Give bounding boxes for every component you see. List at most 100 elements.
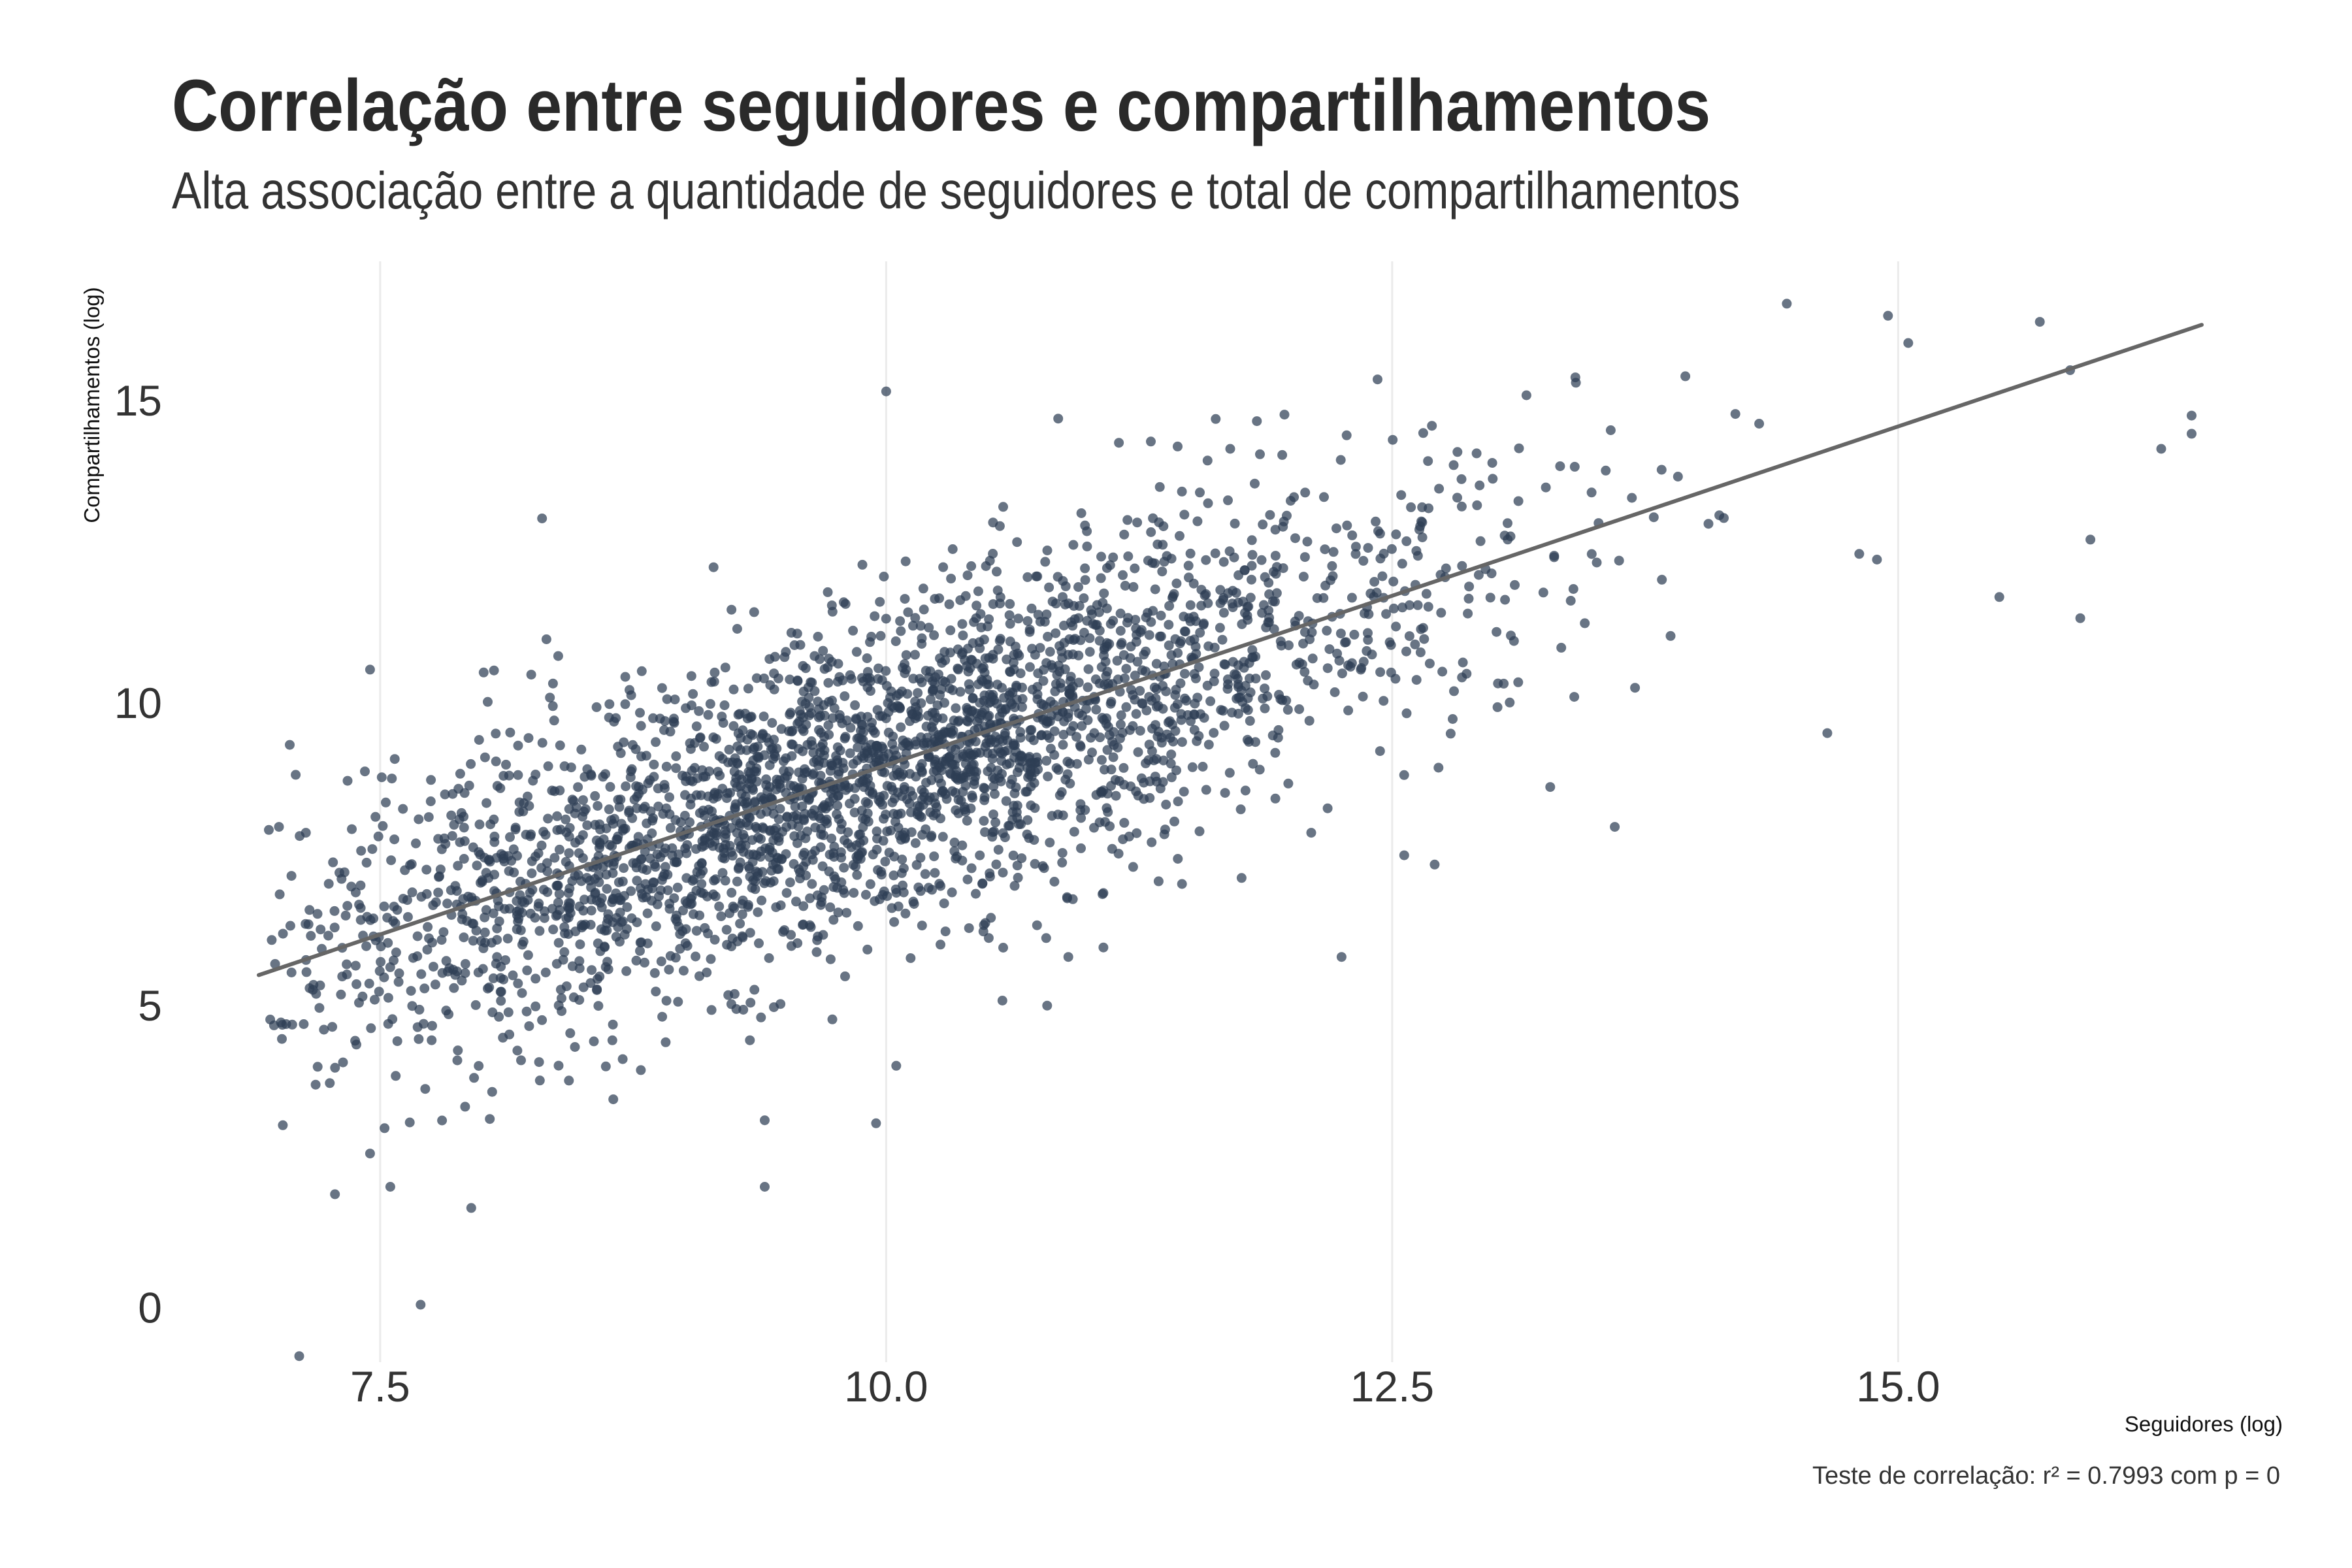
data-point <box>642 818 652 828</box>
data-point <box>759 673 769 683</box>
data-point <box>717 754 728 764</box>
data-point <box>945 647 955 658</box>
data-point <box>651 987 661 997</box>
data-point <box>760 1115 770 1126</box>
data-point <box>865 686 875 696</box>
data-point <box>457 975 467 986</box>
data-point <box>1132 517 1143 528</box>
data-point <box>658 809 668 819</box>
data-point <box>1171 578 1182 589</box>
data-point <box>810 845 821 856</box>
data-point <box>1076 508 1086 518</box>
data-point <box>501 759 511 770</box>
data-point <box>1456 474 1467 484</box>
data-point <box>924 672 934 683</box>
data-point <box>919 604 929 615</box>
data-point <box>1045 733 1054 743</box>
data-point <box>768 835 779 845</box>
data-point <box>330 1062 340 1073</box>
y-axis-title: Compartilhamentos (log) <box>80 287 104 523</box>
data-point <box>459 788 470 798</box>
data-point <box>492 952 502 962</box>
data-point <box>547 678 558 689</box>
data-point <box>480 752 490 762</box>
data-point <box>917 785 927 795</box>
data-point <box>294 1351 304 1362</box>
data-point <box>934 879 945 889</box>
data-point <box>917 766 927 776</box>
data-point <box>471 925 482 936</box>
data-point <box>1304 715 1315 726</box>
data-point <box>1072 759 1082 769</box>
data-point <box>895 616 906 627</box>
data-point <box>1360 608 1369 619</box>
data-point <box>1290 533 1300 544</box>
data-point <box>939 727 950 737</box>
data-point <box>533 848 544 858</box>
data-point <box>1499 678 1509 689</box>
data-point <box>654 891 664 902</box>
data-point <box>1415 647 1426 657</box>
data-point <box>1247 574 1256 585</box>
data-point <box>998 868 1008 878</box>
data-point <box>508 970 518 981</box>
data-point <box>364 979 374 988</box>
data-point <box>1177 879 1187 889</box>
data-point <box>840 971 850 981</box>
data-point <box>1326 575 1335 585</box>
data-point <box>1160 825 1170 835</box>
data-point <box>1271 588 1282 598</box>
data-point <box>740 791 751 802</box>
data-point <box>969 617 979 627</box>
data-point <box>602 884 612 894</box>
data-point <box>570 808 580 819</box>
data-point <box>1042 1000 1053 1011</box>
data-point <box>1194 731 1204 741</box>
data-point <box>893 787 903 798</box>
data-point <box>801 857 811 867</box>
data-point <box>813 931 823 941</box>
data-point <box>1630 683 1641 693</box>
data-point <box>793 784 804 794</box>
data-point <box>1057 857 1068 868</box>
data-point <box>615 907 625 918</box>
data-point <box>761 774 772 785</box>
data-point <box>1077 721 1087 731</box>
data-point <box>1269 566 1279 577</box>
data-point <box>444 1009 454 1019</box>
data-point <box>338 1057 348 1068</box>
data-point <box>517 939 527 950</box>
data-point <box>574 835 585 845</box>
data-point <box>602 918 612 928</box>
data-point <box>816 829 826 840</box>
data-point <box>896 868 907 878</box>
data-point <box>1218 706 1228 716</box>
data-point <box>380 1123 390 1134</box>
data-point <box>849 888 859 898</box>
data-point <box>1094 817 1105 828</box>
data-point <box>1096 551 1106 562</box>
data-point <box>2085 534 2096 545</box>
data-point <box>537 738 547 748</box>
data-point <box>973 586 983 596</box>
data-point <box>1098 942 1109 953</box>
data-point <box>819 885 829 895</box>
data-point <box>1377 571 1388 581</box>
data-point <box>664 792 674 802</box>
data-point <box>667 850 678 860</box>
data-point <box>589 1036 599 1047</box>
data-point <box>1195 627 1205 638</box>
data-point <box>457 909 468 919</box>
data-point <box>797 774 808 784</box>
data-point <box>1458 657 1468 668</box>
data-point <box>407 887 417 898</box>
x-axis-ticks: 7.5 10.0 12.5 15.0 <box>350 1362 1940 1411</box>
data-point <box>451 886 462 896</box>
data-point <box>1083 682 1093 693</box>
data-point <box>827 606 838 617</box>
data-point <box>607 1035 617 1045</box>
data-point <box>1068 721 1079 731</box>
data-point <box>1166 772 1177 783</box>
data-point <box>1022 572 1033 582</box>
data-point <box>304 905 315 915</box>
